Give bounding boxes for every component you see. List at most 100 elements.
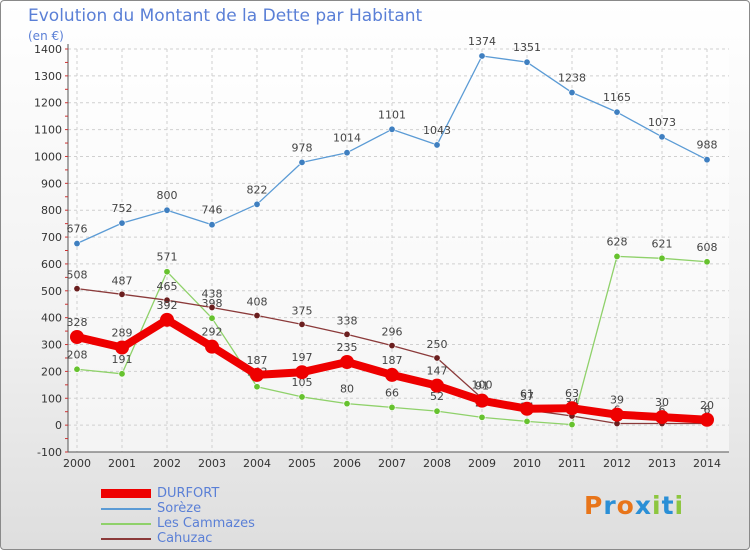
data-label-les-cammazes: 571 xyxy=(157,251,178,264)
data-point-durfort xyxy=(610,407,624,422)
y-tick-label: 800 xyxy=(41,204,62,217)
unit-label: (en €) xyxy=(28,29,64,43)
data-point-cahuzac xyxy=(253,312,261,320)
data-point-soreze xyxy=(388,125,396,133)
data-point-durfort xyxy=(205,339,219,354)
legend-swatch-les-cammazes xyxy=(101,523,151,525)
y-tick-label: 700 xyxy=(41,231,62,244)
legend-label-cahuzac: Cahuzac xyxy=(157,531,213,546)
data-point-soreze xyxy=(298,158,306,166)
data-label-durfort: 61 xyxy=(520,388,534,401)
data-point-durfort xyxy=(115,340,129,355)
legend-label-durfort: DURFORT xyxy=(157,486,220,501)
legend-swatch-cahuzac xyxy=(101,538,151,540)
data-point-durfort xyxy=(385,367,399,382)
data-point-durfort xyxy=(700,412,714,427)
data-point-durfort xyxy=(70,330,84,345)
y-tick-label: 300 xyxy=(41,339,62,352)
data-label-soreze: 1101 xyxy=(378,108,406,121)
data-point-cahuzac xyxy=(433,354,441,362)
data-point-durfort xyxy=(655,410,669,425)
x-tick-label: 2001 xyxy=(108,457,136,470)
data-point-cahuzac xyxy=(343,330,351,338)
data-label-cahuzac: 508 xyxy=(67,269,88,282)
data-point-soreze xyxy=(433,141,441,149)
legend-swatch-soreze xyxy=(101,508,151,510)
data-label-durfort: 20 xyxy=(700,399,714,412)
data-label-durfort: 197 xyxy=(292,351,313,364)
x-tick-label: 2006 xyxy=(333,457,361,470)
data-label-soreze: 1165 xyxy=(603,91,631,104)
data-label-durfort: 39 xyxy=(610,394,624,407)
data-point-les-cammazes xyxy=(478,413,486,421)
logo-letter: r xyxy=(603,491,617,520)
data-label-cahuzac: 57 xyxy=(520,390,534,403)
data-point-soreze xyxy=(523,58,531,66)
data-point-les-cammazes xyxy=(703,258,711,266)
logo-letter: o xyxy=(616,491,635,520)
data-label-durfort: 235 xyxy=(337,341,358,354)
logo-letter: x xyxy=(634,491,652,520)
y-tick-label: -100 xyxy=(37,446,62,459)
y-tick-label: 1100 xyxy=(34,124,62,137)
data-point-durfort xyxy=(475,393,489,408)
data-label-durfort: 30 xyxy=(655,396,669,409)
data-point-cahuzac xyxy=(388,342,396,350)
logo-letter: P xyxy=(584,491,604,520)
data-point-les-cammazes xyxy=(523,417,531,425)
data-label-cahuzac: 465 xyxy=(157,280,178,293)
x-tick-label: 2008 xyxy=(423,457,451,470)
data-label-cahuzac: 250 xyxy=(427,338,448,351)
data-label-les-cammazes: 80 xyxy=(340,383,354,396)
data-label-cahuzac: 408 xyxy=(247,296,268,309)
data-label-cahuzac: 438 xyxy=(202,287,223,300)
y-tick-label: 200 xyxy=(41,365,62,378)
data-point-les-cammazes xyxy=(343,400,351,408)
data-label-soreze: 1043 xyxy=(423,124,451,137)
x-tick-label: 2003 xyxy=(198,457,226,470)
data-point-les-cammazes xyxy=(568,421,576,429)
data-label-durfort: 187 xyxy=(382,354,403,367)
data-label-soreze: 1073 xyxy=(648,116,676,129)
y-tick-label: 600 xyxy=(41,258,62,271)
legend-swatch-durfort xyxy=(101,489,151,498)
data-label-les-cammazes: 191 xyxy=(112,353,133,366)
data-label-cahuzac: 100 xyxy=(472,378,493,391)
x-tick-label: 2013 xyxy=(648,457,676,470)
data-point-durfort xyxy=(160,312,174,327)
logo-letter: i xyxy=(674,491,685,520)
data-point-durfort xyxy=(250,367,264,382)
data-point-soreze xyxy=(208,221,216,229)
data-point-soreze xyxy=(253,200,261,208)
data-label-les-cammazes: 628 xyxy=(607,235,628,248)
data-label-durfort: 63 xyxy=(565,387,579,400)
data-point-durfort xyxy=(565,401,579,416)
data-point-soreze xyxy=(613,108,621,116)
data-point-durfort xyxy=(295,365,309,380)
data-point-les-cammazes xyxy=(163,268,171,276)
data-point-les-cammazes xyxy=(298,393,306,401)
data-label-durfort: 289 xyxy=(112,326,133,339)
y-tick-label: 100 xyxy=(41,392,62,405)
data-point-cahuzac xyxy=(118,290,126,298)
x-tick-label: 2011 xyxy=(558,457,586,470)
proxiti-logo: Proxiti xyxy=(584,491,684,520)
data-point-les-cammazes xyxy=(433,407,441,415)
data-label-soreze: 1238 xyxy=(558,72,586,85)
data-label-durfort: 147 xyxy=(427,365,448,378)
data-label-les-cammazes: 105 xyxy=(292,376,313,389)
data-point-les-cammazes xyxy=(208,314,216,322)
data-point-soreze xyxy=(163,206,171,214)
data-point-soreze xyxy=(658,133,666,141)
data-point-cahuzac xyxy=(298,320,306,328)
data-point-les-cammazes xyxy=(613,252,621,260)
data-point-soreze xyxy=(568,89,576,97)
data-point-durfort xyxy=(520,401,534,416)
x-tick-label: 2002 xyxy=(153,457,181,470)
y-tick-label: 500 xyxy=(41,285,62,298)
data-label-cahuzac: 6 xyxy=(704,404,711,417)
x-tick-label: 2012 xyxy=(603,457,631,470)
x-tick-label: 2014 xyxy=(693,457,721,470)
